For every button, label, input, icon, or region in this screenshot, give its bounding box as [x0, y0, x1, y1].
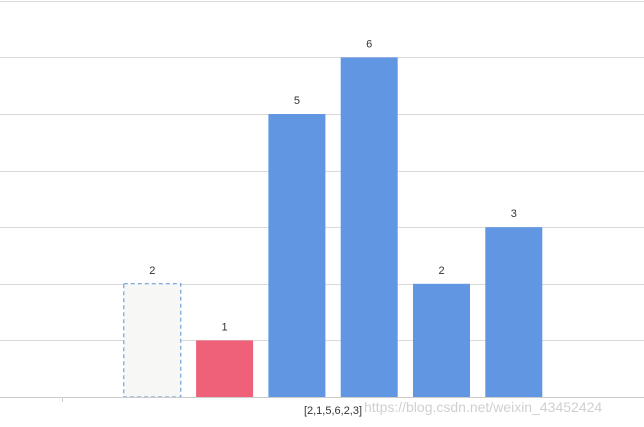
bar-2 — [123, 283, 182, 398]
data-label-4: 5 — [294, 95, 300, 107]
bars — [123, 57, 543, 398]
data-label-7: 3 — [511, 208, 517, 220]
data-label-3: 1 — [222, 321, 228, 333]
data-label-2: 2 — [149, 265, 155, 277]
data-labels: 2 1 5 6 2 3 — [149, 38, 517, 333]
x-axis-label: [2,1,5,6,2,3] — [304, 405, 362, 417]
bar-3 — [196, 340, 254, 397]
data-label-6: 2 — [438, 265, 444, 277]
bar-7 — [485, 227, 543, 397]
bar-6 — [413, 283, 470, 397]
bar-4 — [268, 114, 326, 397]
data-label-5: 6 — [366, 38, 372, 50]
bar-5 — [340, 57, 398, 398]
watermark-text: https://blog.csdn.net/weixin_43452424 — [364, 399, 603, 415]
